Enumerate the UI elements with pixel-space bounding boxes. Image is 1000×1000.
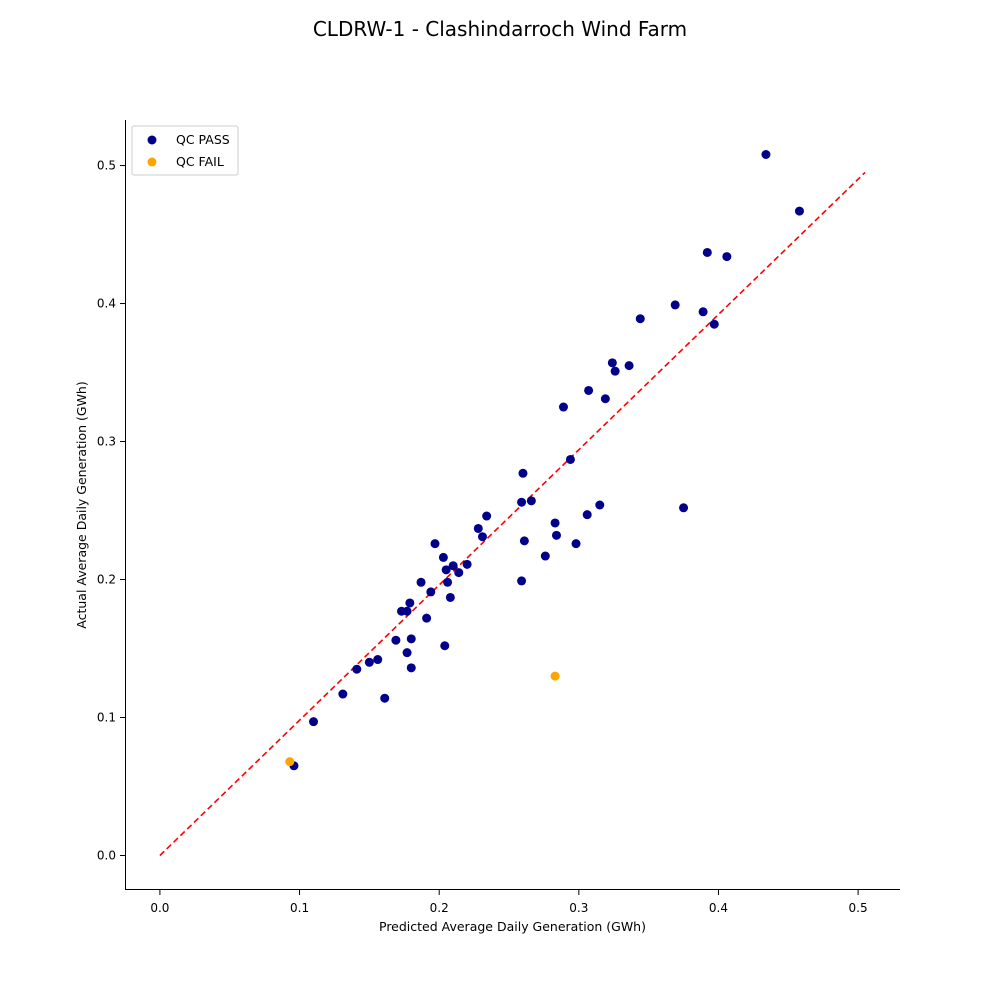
- data-point-qc-pass: [551, 530, 561, 540]
- data-point-qc-pass: [430, 539, 440, 549]
- y-axis-ticks: 0.0 0.1 0.2 0.3 0.4 0.5: [97, 159, 125, 863]
- data-point-qc-pass: [338, 689, 348, 699]
- reference-line: [159, 171, 866, 857]
- legend-label-qc-fail: QC FAIL: [176, 154, 224, 169]
- legend-marker-qc-fail: [147, 157, 157, 167]
- data-point-qc-pass: [679, 503, 689, 513]
- legend-marker-qc-pass: [147, 135, 157, 145]
- data-point-qc-pass: [550, 518, 560, 528]
- x-tick-label: 0.0: [150, 901, 169, 915]
- data-point-qc-pass: [526, 496, 536, 506]
- plot-area: 0.0 0.1 0.2 0.3 0.4 0.5 0.0 0.1 0.2 0.3 0.4 0.5: [97, 120, 900, 915]
- data-point-qc-pass: [406, 634, 416, 644]
- y-tick-label: 0.1: [97, 711, 116, 725]
- data-point-qc-pass: [702, 247, 712, 257]
- data-point-qc-pass: [607, 358, 617, 368]
- data-point-qc-fail: [550, 671, 560, 681]
- data-point-qc-pass: [477, 532, 487, 542]
- data-point-qc-pass: [445, 592, 455, 602]
- y-tick-label: 0.2: [97, 573, 116, 587]
- x-tick-label: 0.1: [290, 901, 309, 915]
- data-point-qc-pass: [540, 551, 550, 561]
- data-point-qc-pass: [402, 648, 412, 658]
- data-point-qc-pass: [373, 655, 383, 665]
- data-point-qc-pass: [761, 149, 771, 159]
- data-point-qc-pass: [610, 366, 620, 376]
- data-point-qc-pass: [635, 314, 645, 324]
- data-point-qc-pass: [698, 307, 708, 317]
- data-point-qc-pass: [405, 598, 415, 608]
- data-point-qc-pass: [600, 394, 610, 404]
- data-point-qc-pass: [670, 300, 680, 310]
- data-point-qc-pass: [391, 635, 401, 645]
- data-point-qc-pass: [584, 385, 594, 395]
- x-axis-ticks: 0.0 0.1 0.2 0.3 0.4 0.5: [150, 890, 868, 915]
- data-point-qc-pass: [519, 536, 529, 546]
- data-point-qc-pass: [380, 693, 390, 703]
- data-point-qc-pass: [402, 606, 412, 616]
- data-point-qc-pass: [406, 663, 416, 673]
- data-point-qc-pass: [482, 511, 492, 521]
- x-tick-label: 0.3: [569, 901, 588, 915]
- data-point-qc-pass: [438, 552, 448, 562]
- data-point-qc-pass: [454, 568, 464, 578]
- chart-title: CLDRW-1 - Clashindarroch Wind Farm: [313, 17, 687, 41]
- legend-label-qc-pass: QC PASS: [176, 132, 230, 147]
- data-point-qc-pass: [582, 510, 592, 520]
- data-point-qc-pass: [709, 319, 719, 329]
- data-point-qc-pass: [462, 559, 472, 569]
- y-tick-label: 0.4: [97, 297, 116, 311]
- data-point-qc-pass: [517, 497, 527, 507]
- data-point-qc-pass: [518, 468, 528, 478]
- data-point-qc-pass: [517, 576, 527, 586]
- data-point-qc-fail: [285, 757, 295, 767]
- x-tick-label: 0.4: [709, 901, 728, 915]
- x-tick-label: 0.2: [430, 901, 449, 915]
- data-point-qc-pass: [422, 613, 432, 623]
- y-axis-label: Actual Average Daily Generation (GWh): [74, 381, 89, 628]
- data-point-qc-pass: [571, 539, 581, 549]
- y-tick-label: 0.5: [97, 159, 116, 173]
- data-point-qc-pass: [448, 561, 458, 571]
- data-point-qc-pass: [364, 657, 374, 667]
- data-point-qc-pass: [352, 664, 362, 674]
- data-point-qc-pass: [722, 252, 732, 262]
- legend: QC PASS QC FAIL: [131, 125, 239, 176]
- data-point-qc-pass: [443, 577, 453, 587]
- data-points: [285, 149, 804, 771]
- data-point-qc-pass: [473, 523, 483, 533]
- data-point-qc-pass: [426, 587, 436, 597]
- x-axis-label: Predicted Average Daily Generation (GWh): [379, 919, 646, 934]
- y-tick-label: 0.3: [97, 435, 116, 449]
- data-point-qc-pass: [565, 454, 575, 464]
- data-point-qc-pass: [794, 206, 804, 216]
- data-point-qc-pass: [624, 361, 634, 371]
- legend-box: [131, 125, 239, 176]
- x-tick-label: 0.5: [849, 901, 868, 915]
- data-point-qc-pass: [558, 402, 568, 412]
- data-point-qc-pass: [416, 577, 426, 587]
- data-point-qc-pass: [440, 641, 450, 651]
- data-point-qc-pass: [441, 565, 451, 575]
- data-point-qc-pass: [595, 500, 605, 510]
- y-tick-label: 0.0: [97, 849, 116, 863]
- data-point-qc-pass: [309, 717, 319, 727]
